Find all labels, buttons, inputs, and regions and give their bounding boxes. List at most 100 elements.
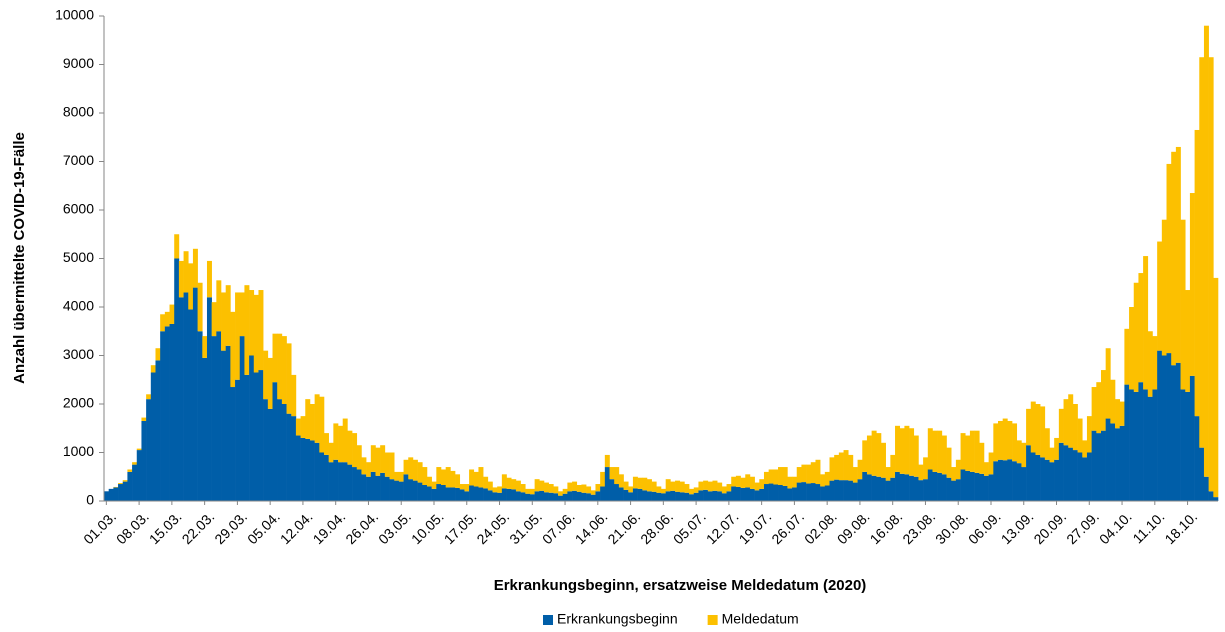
bar-segment <box>445 487 451 501</box>
bar-segment <box>511 489 517 501</box>
bar-segment <box>459 489 465 501</box>
bar-segment <box>403 474 409 501</box>
bar-segment <box>651 491 657 501</box>
bar-segment <box>1157 241 1163 351</box>
bar-segment <box>1058 408 1064 443</box>
bar-segment <box>132 464 138 501</box>
bar-segment <box>871 430 877 476</box>
bar-segment <box>754 490 760 501</box>
bar-segment <box>778 484 783 501</box>
bar-segment <box>806 464 812 484</box>
bar-segment <box>1012 461 1018 501</box>
bar-segment <box>801 482 807 501</box>
bar-segment <box>497 492 503 501</box>
bar-segment <box>637 477 643 489</box>
bar-segment <box>258 370 264 501</box>
bar-segment <box>586 486 592 494</box>
bar-segment <box>178 297 184 501</box>
x-tick-label: 01.03. <box>80 508 119 547</box>
bar-segment <box>1082 457 1088 501</box>
bar-segment <box>244 374 250 501</box>
bar-segment <box>1063 445 1069 501</box>
bar-segment <box>375 475 381 501</box>
bar-segment <box>113 487 119 501</box>
bar-segment <box>197 282 203 332</box>
bar-segment <box>768 483 774 501</box>
bar-segment <box>225 285 231 346</box>
bar-segment <box>1021 467 1027 501</box>
bar-segment <box>707 481 713 492</box>
bar-segment <box>1016 440 1022 464</box>
bar-segment <box>352 433 358 468</box>
bar-segment <box>436 484 442 501</box>
bar-segment <box>431 488 437 501</box>
bar-segment <box>904 474 910 501</box>
bar-segment <box>913 476 919 501</box>
bar-segment <box>792 476 798 488</box>
bar-segment <box>436 467 442 485</box>
bar-segment <box>408 457 414 480</box>
bar-segment <box>595 491 601 501</box>
bar-segment <box>300 416 306 438</box>
x-tick-label: 26.04. <box>342 508 381 547</box>
bar-segment <box>150 365 156 373</box>
bar-segment <box>937 430 943 473</box>
bar-segment <box>366 462 372 477</box>
bar-segment <box>305 438 311 501</box>
bar-segment <box>178 260 184 298</box>
bar-segment <box>543 482 549 493</box>
bar-segment <box>1161 355 1167 501</box>
bar-segment <box>614 484 620 501</box>
bar-segment <box>768 469 774 484</box>
bar-segment <box>1105 418 1111 501</box>
bar-segment <box>1072 450 1078 501</box>
bar-segment <box>1129 307 1135 390</box>
bar-segment <box>1189 193 1195 376</box>
bar-segment <box>450 487 456 501</box>
bar-segment <box>230 311 236 388</box>
bar-segment <box>1180 389 1186 501</box>
x-tick-label: 26.07. <box>768 508 807 547</box>
bar-segment <box>778 467 783 485</box>
x-tick-label: 12.07. <box>703 508 742 547</box>
bar-segment <box>108 488 114 501</box>
x-tick-label: 22.03. <box>179 508 218 547</box>
bar-segment <box>132 462 138 465</box>
bar-segment <box>1035 454 1041 501</box>
y-tick-label: 4000 <box>63 298 94 314</box>
y-tick-label: 9000 <box>63 55 94 71</box>
bar-segment <box>1133 282 1139 392</box>
bar-segment <box>885 467 891 481</box>
bar-segment <box>548 492 554 501</box>
bar-segment <box>1138 273 1144 383</box>
bar-segment <box>829 480 835 501</box>
bar-segment <box>127 471 133 501</box>
bar-segment <box>174 258 180 501</box>
bar-segment <box>160 331 166 501</box>
bar-segment <box>202 336 208 358</box>
bar-segment <box>1124 384 1130 501</box>
bar-segment <box>422 467 428 485</box>
bar-segment <box>951 467 957 481</box>
bar-segment <box>295 435 301 501</box>
bar-segment <box>637 488 643 501</box>
bar-segment <box>801 464 807 483</box>
bar-segment <box>871 475 877 501</box>
bar-segment <box>857 479 863 501</box>
bar-segment <box>319 452 325 501</box>
bar-segment <box>291 374 297 417</box>
bar-segment <box>1040 406 1046 458</box>
bar-segment <box>174 234 180 259</box>
bar-segment <box>890 477 896 501</box>
bar-segment <box>590 494 596 501</box>
bar-segment <box>164 326 170 501</box>
bar-segment <box>239 336 245 501</box>
x-tick-label: 27.09. <box>1063 508 1102 547</box>
x-tick-label: 17.05. <box>441 508 480 547</box>
bar-segment <box>927 469 933 501</box>
bar-segment <box>366 476 372 501</box>
bar-segment <box>862 471 868 501</box>
bar-segment <box>749 476 755 489</box>
x-tick-label: 19.07. <box>736 508 775 547</box>
bar-segment <box>866 435 872 475</box>
